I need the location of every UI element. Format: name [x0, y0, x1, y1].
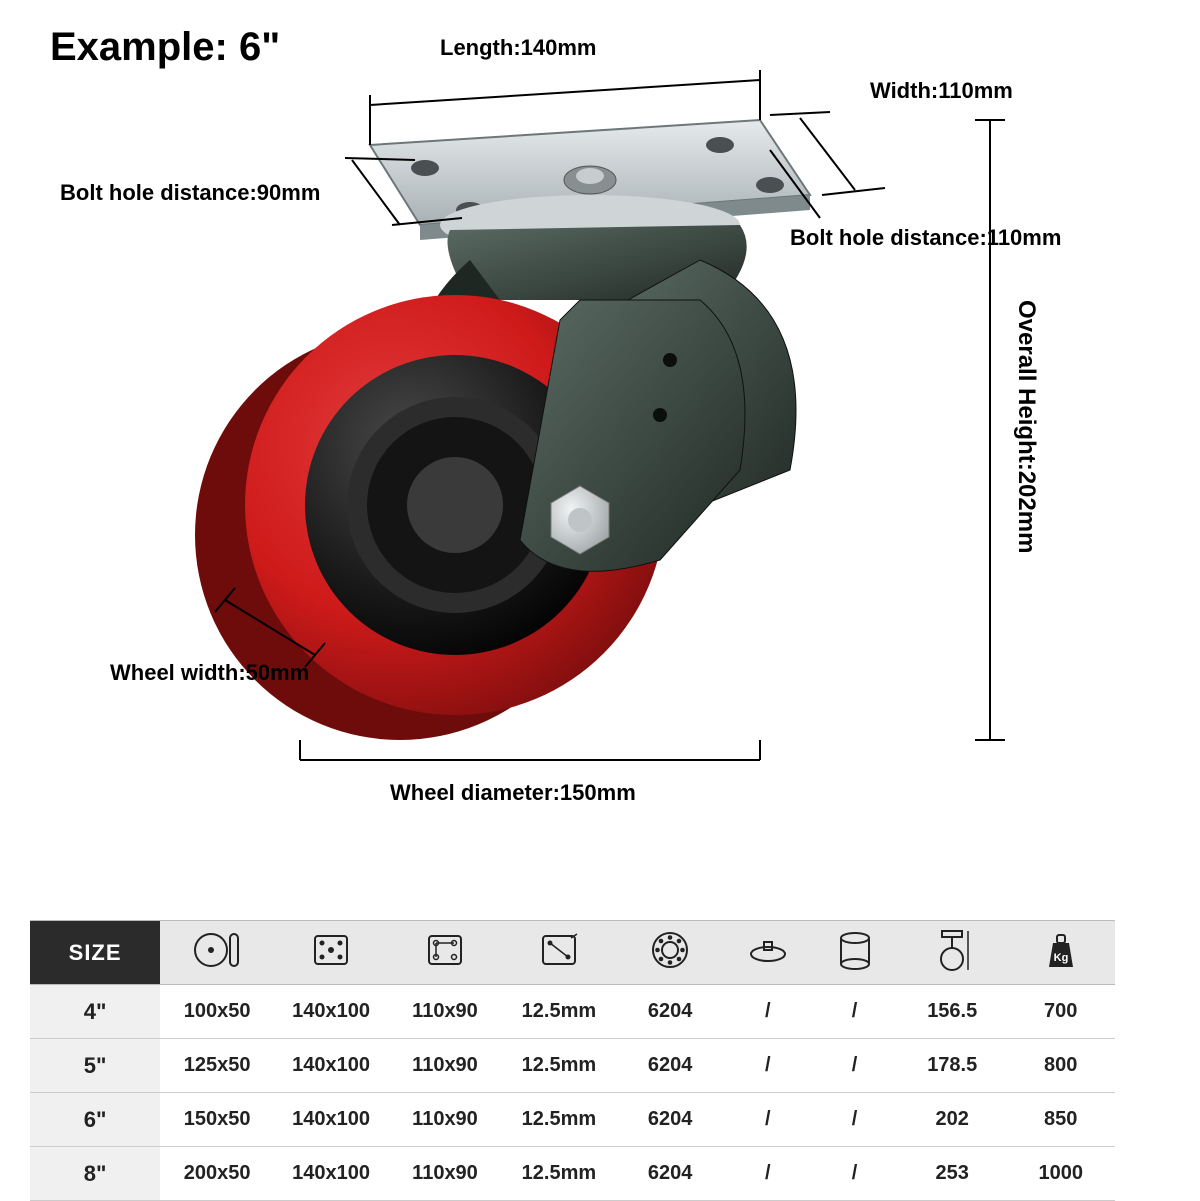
- cell: 156.5: [898, 985, 1007, 1039]
- cell: /: [811, 1147, 898, 1201]
- cell: 850: [1006, 1093, 1115, 1147]
- table-row: 5" 125x50 140x100 110x90 12.5mm 6204 / /…: [30, 1039, 1115, 1093]
- cell-size: 6": [30, 1093, 160, 1147]
- table-body: 4" 100x50 140x100 110x90 12.5mm 6204 / /…: [30, 985, 1115, 1201]
- cell: 150x50: [160, 1093, 274, 1147]
- cell: 6204: [616, 1147, 725, 1201]
- cell-size: 5": [30, 1039, 160, 1093]
- cell: 110x90: [388, 1147, 502, 1201]
- bolt-dist-icon: [423, 930, 467, 970]
- table-row: 6" 150x50 140x100 110x90 12.5mm 6204 / /…: [30, 1093, 1115, 1147]
- cell: 12.5mm: [502, 1039, 616, 1093]
- cell: 800: [1006, 1039, 1115, 1093]
- table-row: 4" 100x50 140x100 110x90 12.5mm 6204 / /…: [30, 985, 1115, 1039]
- hdr-bolt-dist: [388, 921, 502, 985]
- cell: 6204: [616, 985, 725, 1039]
- cell: /: [811, 985, 898, 1039]
- label-overall-height: Overall Height:202mm: [1012, 300, 1040, 553]
- bearing-icon: [649, 929, 691, 971]
- cell: 178.5: [898, 1039, 1007, 1093]
- cell: 253: [898, 1147, 1007, 1201]
- label-width: Width:110mm: [870, 78, 1013, 104]
- plate-size-icon: [309, 930, 353, 970]
- cell: 6204: [616, 1093, 725, 1147]
- cell: 200x50: [160, 1147, 274, 1201]
- bolt-hole-icon: [537, 930, 581, 970]
- table-row: 8" 200x50 140x100 110x90 12.5mm 6204 / /…: [30, 1147, 1115, 1201]
- cell: /: [811, 1093, 898, 1147]
- label-bolt-left: Bolt hole distance:90mm: [60, 180, 320, 206]
- cell: /: [811, 1039, 898, 1093]
- wheel-dia-icon: [193, 929, 241, 971]
- cell: 110x90: [388, 1093, 502, 1147]
- height-icon: [932, 927, 972, 973]
- height-inner-icon: [836, 928, 874, 972]
- hdr-bearing: [616, 921, 725, 985]
- hdr-load: Kg: [1006, 921, 1115, 985]
- hdr-hole: [502, 921, 616, 985]
- cell: 6204: [616, 1039, 725, 1093]
- cell: 12.5mm: [502, 985, 616, 1039]
- cell: 1000: [1006, 1147, 1115, 1201]
- cell-size: 8": [30, 1147, 160, 1201]
- hdr-inner-height: [811, 921, 898, 985]
- label-length: Length:140mm: [440, 35, 596, 61]
- cell: 110x90: [388, 1039, 502, 1093]
- cell: 140x100: [274, 1147, 388, 1201]
- caster-diagram: Length:140mm Width:110mm Bolt hole dista…: [0, 0, 1100, 850]
- label-wheel-diameter: Wheel diameter:150mm: [390, 780, 636, 806]
- cell: /: [724, 1093, 811, 1147]
- cell: 12.5mm: [502, 1093, 616, 1147]
- cell: /: [724, 985, 811, 1039]
- cell-size: 4": [30, 985, 160, 1039]
- cell: 140x100: [274, 1093, 388, 1147]
- cell: 700: [1006, 985, 1115, 1039]
- cell: 100x50: [160, 985, 274, 1039]
- hdr-swivel: [724, 921, 811, 985]
- size-header: SIZE: [30, 921, 160, 985]
- hdr-wheel-dia: [160, 921, 274, 985]
- cell: 110x90: [388, 985, 502, 1039]
- cell: 202: [898, 1093, 1007, 1147]
- hdr-plate: [274, 921, 388, 985]
- spec-table: SIZE: [30, 920, 1115, 1201]
- cell: 12.5mm: [502, 1147, 616, 1201]
- cell: 140x100: [274, 985, 388, 1039]
- label-bolt-right: Bolt hole distance:110mm: [790, 225, 1061, 251]
- svg-text:Kg: Kg: [1053, 952, 1068, 964]
- label-wheel-width: Wheel width:50mm: [110, 660, 309, 686]
- cell: 125x50: [160, 1039, 274, 1093]
- weight-icon: Kg: [1041, 929, 1081, 971]
- cell: /: [724, 1147, 811, 1201]
- hdr-height: [898, 921, 1007, 985]
- swivel-icon: [747, 934, 789, 966]
- cell: 140x100: [274, 1039, 388, 1093]
- table-header-row: SIZE: [30, 921, 1115, 985]
- cell: /: [724, 1039, 811, 1093]
